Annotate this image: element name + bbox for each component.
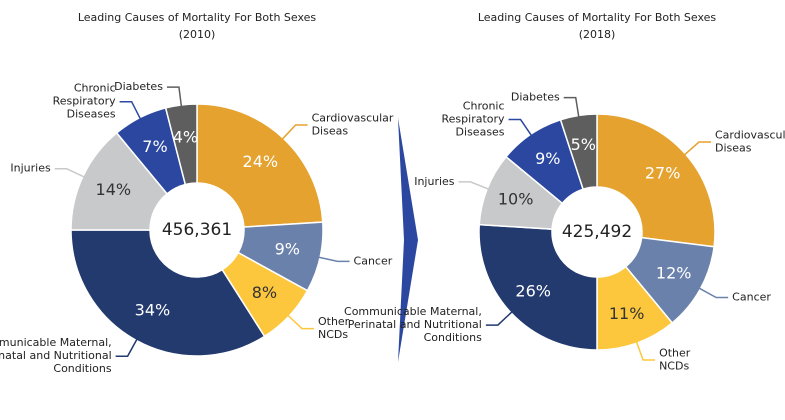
- category-label: Other NCDs: [659, 346, 691, 372]
- value-label: 8%: [252, 283, 277, 302]
- value-label: 7%: [142, 137, 167, 156]
- value-label: 9%: [275, 240, 300, 259]
- donut-slice: [70, 229, 266, 357]
- value-label: 34%: [135, 301, 171, 320]
- center-total: 425,492: [562, 222, 632, 242]
- value-label: 27%: [645, 164, 681, 183]
- category-label: Communicable Maternal,Perinatal and Nutr…: [0, 336, 112, 375]
- leader-line: [634, 339, 656, 361]
- value-label: 5%: [571, 135, 596, 154]
- leader-line: [115, 336, 139, 357]
- category-label: Chronic Respiratory Diseases: [53, 82, 117, 121]
- center-total: 456,361: [162, 220, 232, 240]
- leader-line: [119, 100, 143, 122]
- donut-slice: [164, 103, 198, 186]
- leader-line: [54, 167, 87, 179]
- leader-line: [315, 255, 350, 263]
- leader-line: [682, 141, 712, 158]
- donut-slice: [196, 103, 324, 228]
- category-label: Injuries: [414, 175, 455, 188]
- value-label: 9%: [535, 149, 560, 168]
- category-label: Other NCDs: [318, 315, 350, 341]
- value-label: 26%: [515, 281, 551, 300]
- category-label: Diabetes: [114, 80, 163, 93]
- category-label: Injuries: [10, 162, 51, 175]
- leader-line: [279, 124, 308, 142]
- leader-line: [696, 286, 729, 299]
- value-label: 11%: [609, 304, 645, 323]
- leader-line: [563, 96, 580, 120]
- value-label: 12%: [656, 264, 692, 283]
- chart-title: Leading Causes of Mortality For Both Sex…: [78, 11, 317, 24]
- leader-line: [485, 309, 515, 326]
- chart-subtitle: (2010): [179, 28, 216, 41]
- value-label: 14%: [96, 180, 132, 199]
- leader-line: [166, 86, 183, 110]
- chart-subtitle: (2018): [579, 28, 616, 41]
- category-label: Diabetes: [511, 91, 560, 104]
- leader-line: [458, 181, 492, 191]
- category-label: Cancer: [354, 254, 393, 267]
- leader-line: [285, 312, 314, 330]
- category-label: Communicable Maternal,Perinatal and Nutr…: [344, 305, 482, 344]
- category-label: Chronic Respiratory Diseases: [442, 100, 506, 139]
- value-label: 10%: [498, 189, 534, 208]
- donut-slice: [596, 113, 716, 248]
- leader-line: [508, 118, 534, 139]
- arrow: [398, 118, 418, 362]
- chart-title: Leading Causes of Mortality For Both Sex…: [478, 11, 717, 24]
- donut-slice: [559, 113, 598, 191]
- donut-slice: [478, 223, 598, 351]
- category-label: Cancer: [732, 291, 771, 304]
- value-label: 4%: [173, 128, 198, 147]
- value-label: 24%: [243, 152, 279, 171]
